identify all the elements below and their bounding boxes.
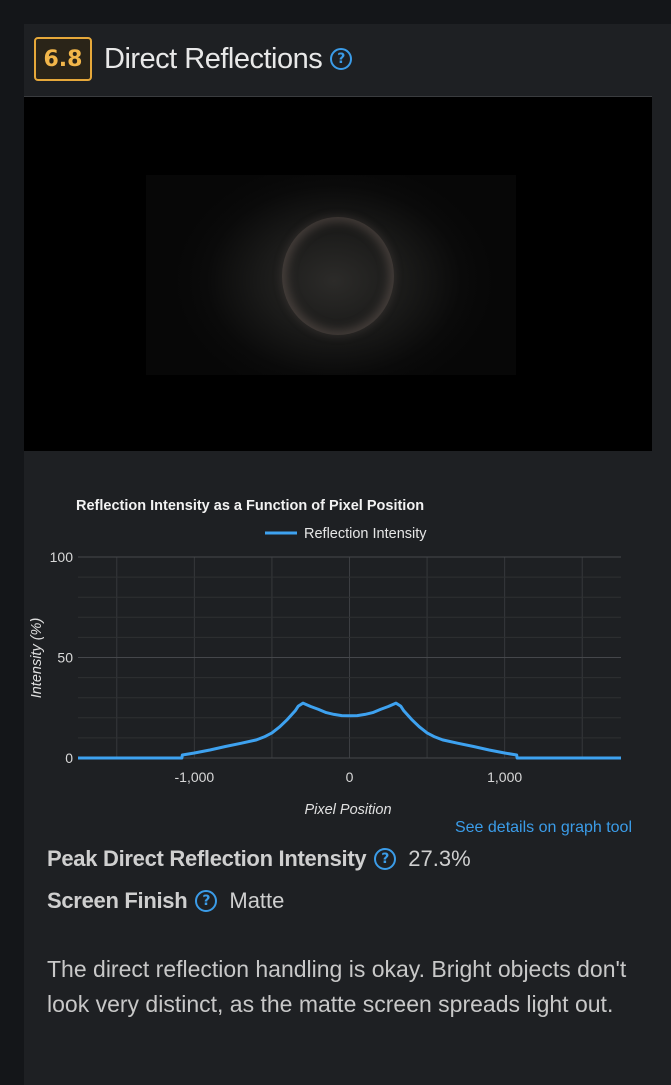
stat-row-peak-intensity: Peak Direct Reflection Intensity ? 27.3%	[47, 846, 471, 872]
reflection-photo	[24, 96, 652, 451]
x-tick-label: 1,000	[487, 769, 522, 785]
stat-row-screen-finish: Screen Finish ? Matte	[47, 888, 284, 914]
series-line-reflection-intensity	[78, 701, 621, 760]
y-axis-label: Intensity (%)	[29, 618, 45, 699]
question-circle-icon[interactable]: ?	[195, 890, 218, 912]
legend-label: Reflection Intensity	[304, 526, 427, 542]
x-tick-label: 0	[346, 769, 354, 785]
stat-label: Peak Direct Reflection Intensity	[47, 846, 367, 871]
stat-value: 27.3%	[408, 846, 471, 871]
light-reflection-ring	[282, 217, 394, 335]
graph-tool-link[interactable]: See details on graph tool	[454, 819, 632, 836]
chart-grid	[78, 556, 621, 759]
chart-svg: Reflection Intensity as a Function of Pi…	[29, 498, 621, 818]
x-tick-label: -1,000	[175, 769, 215, 785]
section-header: 6.8 Direct Reflections ?	[34, 36, 353, 82]
y-tick-label: 0	[65, 750, 73, 766]
review-description: The direct reflection handling is okay. …	[47, 956, 627, 1017]
reflection-chart: Reflection Intensity as a Function of Pi…	[24, 464, 652, 824]
review-card: 6.8 Direct Reflections ? Reflection Inte…	[24, 24, 671, 1085]
question-circle-icon[interactable]: ?	[374, 848, 397, 870]
y-tick-label: 100	[50, 549, 74, 565]
question-circle-icon[interactable]: ?	[330, 48, 353, 70]
y-tick-label: 50	[57, 650, 73, 666]
stat-value: Matte	[229, 888, 285, 913]
x-axis-label: Pixel Position	[304, 802, 391, 818]
section-title: Direct Reflections	[104, 42, 323, 75]
chart-title: Reflection Intensity as a Function of Pi…	[76, 498, 424, 514]
reflection-glow	[146, 175, 516, 375]
chart-ticks: 0 50 100 -1,000 0 1,000	[50, 549, 523, 785]
score-badge: 6.8	[34, 37, 92, 81]
stat-label: Screen Finish	[47, 888, 188, 913]
chart-legend[interactable]: Reflection Intensity	[265, 526, 427, 542]
